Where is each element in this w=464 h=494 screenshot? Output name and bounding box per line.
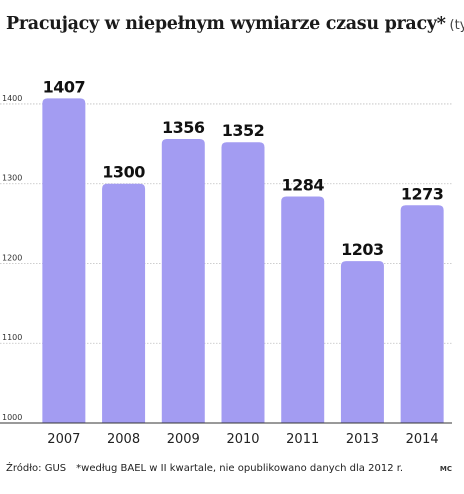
data-label-2011: 1284 [281,175,324,194]
x-tick-label-2013: 2013 [346,432,379,447]
y-tick-label-1300: 1300 [2,174,22,183]
source-note: Źródło: GUS [6,463,67,474]
chart-title: Pracujący w niepełnym wymiarze czasu pra… [6,14,446,34]
x-tick-label-2009: 2009 [167,432,200,447]
y-tick-label-1400: 1400 [2,94,22,103]
bar-2011 [281,196,325,423]
footnote: *według BAEL w II kwartale, nie opubliko… [76,463,404,474]
x-tick-label-2007: 2007 [47,432,80,447]
data-label-2013: 1203 [341,240,384,259]
author-credit: MC [439,465,452,473]
bar-2014 [400,205,444,423]
data-label-2010: 1352 [222,121,265,140]
y-tick-label-1200: 1200 [2,253,22,262]
y-tick-label-1000: 1000 [2,413,22,422]
bar-2013 [340,261,384,423]
chart-title-block: Pracujący w niepełnym wymiarze czasu pra… [6,14,464,34]
chart-unit: (tys.) [449,18,464,33]
chart-footer: Źródło: GUS *według BAEL w II kwartale, n… [6,463,403,474]
data-label-2007: 1407 [43,77,86,96]
bar-2007 [42,98,86,423]
x-tick-label-2008: 2008 [107,432,140,447]
data-label-2008: 1300 [102,163,145,182]
y-tick-label-1100: 1100 [2,333,22,342]
bar-2009 [161,139,205,424]
x-tick-label-2014: 2014 [406,432,439,447]
data-label-2014: 1273 [401,184,444,203]
bar-2008 [102,183,146,423]
bar-2010 [221,142,265,423]
data-label-2009: 1356 [162,118,205,137]
x-tick-label-2010: 2010 [226,432,259,447]
x-tick-label-2011: 2011 [286,432,319,447]
